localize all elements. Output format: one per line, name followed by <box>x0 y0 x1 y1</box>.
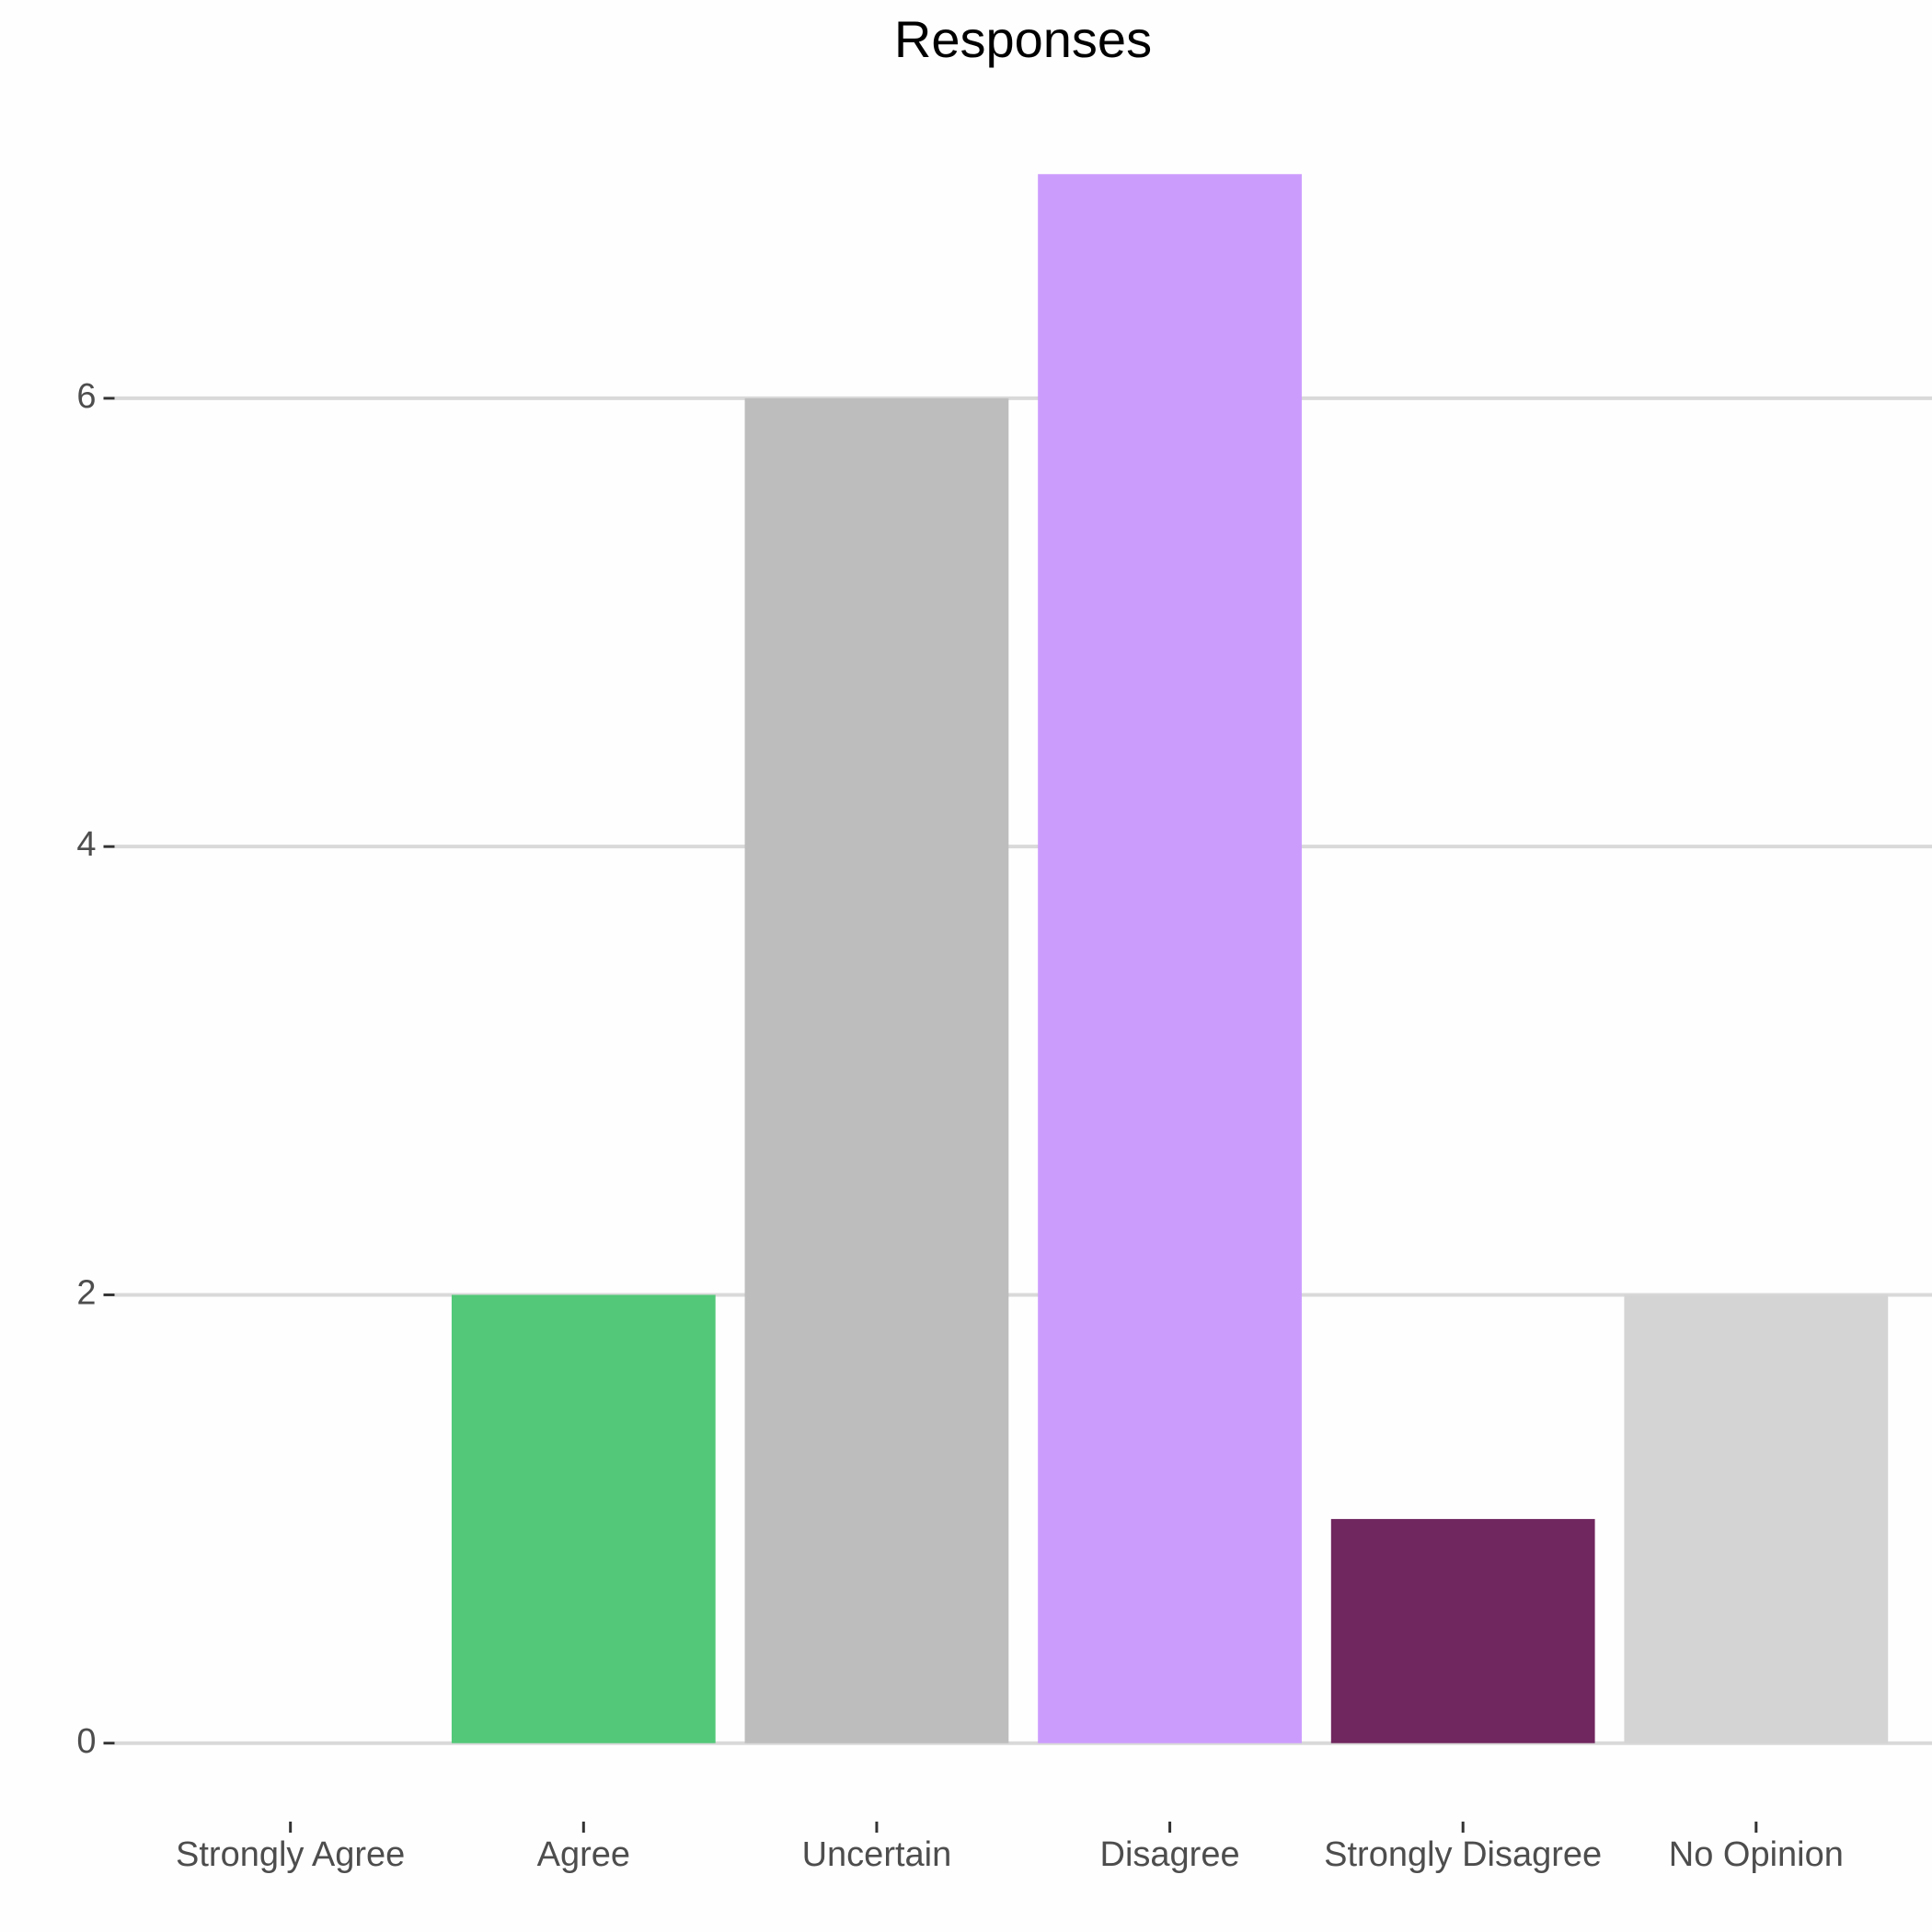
chart-title: Responses <box>894 10 1152 68</box>
x-tick-label: Strongly Disagree <box>1324 1835 1602 1874</box>
y-tick-label: 4 <box>76 825 96 864</box>
y-tick-label: 6 <box>76 377 96 416</box>
x-tick-label: No Opinion <box>1669 1835 1844 1874</box>
bar <box>1330 1519 1595 1743</box>
bar <box>451 1294 716 1743</box>
x-tick-label: Uncertain <box>802 1835 952 1874</box>
bar <box>1038 174 1302 1743</box>
bar <box>744 397 1009 1743</box>
x-tick-label: Disagree <box>1100 1835 1240 1874</box>
x-tick-label: Agree <box>537 1835 630 1874</box>
y-tick-label: 0 <box>76 1722 96 1761</box>
y-tick-label: 2 <box>76 1273 96 1312</box>
x-tick-label: Strongly Agree <box>176 1835 405 1874</box>
bar <box>1624 1294 1889 1743</box>
